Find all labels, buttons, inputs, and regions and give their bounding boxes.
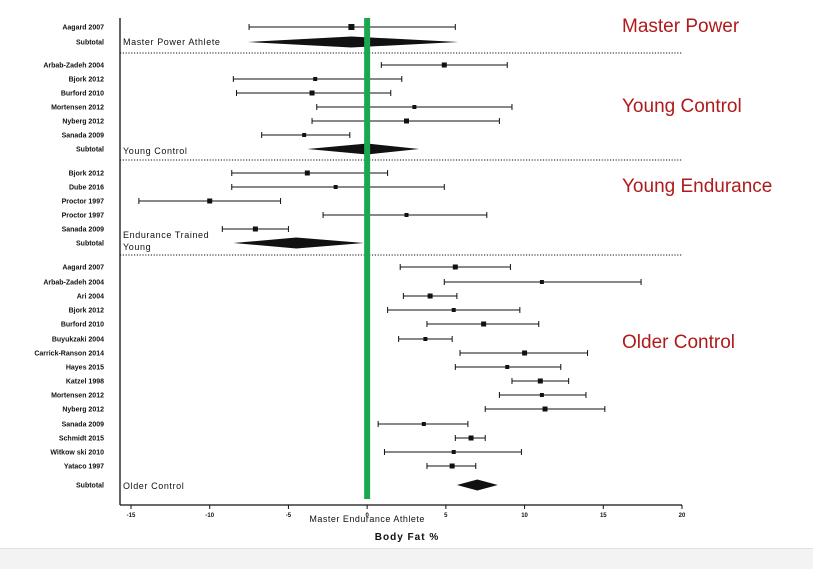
study-label: Sanada 2009 — [62, 133, 105, 140]
study-point — [313, 77, 318, 81]
study-label: Ari 2004 — [77, 294, 104, 301]
study-point — [468, 435, 474, 441]
study-label: Nyberg 2012 — [62, 119, 104, 126]
bottom-strip — [0, 548, 813, 569]
subtotal-label: Subtotal — [76, 483, 104, 490]
study-point — [539, 280, 544, 284]
study-label: Arbab-Zadeh 2004 — [43, 63, 104, 70]
x-tick-label: 20 — [679, 513, 686, 519]
study-label: Burford 2010 — [61, 91, 104, 98]
x-center-label: Master Endurance Athlete — [309, 514, 425, 524]
reference-line — [364, 18, 371, 499]
x-axis-title: Body Fat % — [375, 532, 439, 543]
study-label: Yataco 1997 — [64, 464, 104, 471]
forest-plot-svg: -15 -10 -5 0 5 10 15 20 Master Power Aagard 2007 S… — [34, 16, 772, 543]
study-label: Sanada 2009 — [62, 227, 105, 234]
study-point — [304, 170, 310, 176]
study-point — [207, 198, 213, 204]
subtotal-text: Master Power Athlete — [123, 37, 221, 47]
x-tick-label: 10 — [521, 513, 528, 519]
study-label: Proctor 1997 — [62, 199, 105, 206]
study-label: Katzel 1998 — [66, 379, 104, 386]
x-tick-label: -5 — [286, 513, 292, 519]
group-label: Older Control — [622, 332, 735, 353]
subtotal-diamond — [233, 237, 364, 249]
x-tick-label: 5 — [444, 513, 448, 519]
subtotal-text: Endurance Trained Young — [123, 230, 209, 252]
study-label: Proctor 1997 — [62, 213, 105, 220]
study-point — [427, 293, 433, 299]
study-label: Nyberg 2012 — [62, 407, 104, 414]
study-point — [404, 213, 409, 217]
x-tick-label: -10 — [205, 513, 214, 519]
study-point — [522, 350, 528, 356]
study-point — [451, 450, 456, 454]
subtotal-diamond — [307, 143, 420, 155]
subtotal-diamond — [247, 36, 459, 48]
study-point — [449, 463, 455, 469]
study-label: Sanada 2009 — [62, 422, 105, 429]
study-point — [539, 393, 544, 397]
study-label: Bjork 2012 — [69, 171, 105, 178]
study-label: Schmidt 2015 — [59, 436, 104, 443]
subtotal-text-line: Endurance Trained — [123, 230, 209, 240]
subtotal-text-line: Young — [123, 242, 151, 252]
study-point — [542, 406, 548, 412]
study-point — [412, 105, 417, 109]
subtotal-diamond — [456, 479, 498, 491]
study-label: Aagard 2007 — [62, 25, 104, 32]
study-point — [537, 378, 543, 384]
study-label: Burford 2010 — [61, 322, 104, 329]
forest-plot: -15 -10 -5 0 5 10 15 20 Master Power Aagard 2007 S… — [34, 16, 772, 543]
x-tick-label: 0 — [365, 513, 369, 519]
study-label: Dube 2016 — [69, 185, 104, 192]
study-label: Mortensen 2012 — [51, 393, 104, 400]
group-label: Master Power — [622, 16, 740, 37]
study-label: Bjork 2012 — [69, 77, 105, 84]
x-tick-label: 15 — [600, 513, 607, 519]
subtotal-text: Young Control — [123, 146, 188, 156]
study-point — [421, 422, 426, 426]
study-label: Mortensen 2012 — [51, 105, 104, 112]
study-label: Witkow ski 2010 — [50, 450, 104, 457]
study-point — [348, 24, 355, 30]
x-tick-label: -15 — [127, 513, 136, 519]
group-label: Young Endurance — [622, 176, 772, 197]
study-label: Arbab-Zadeh 2004 — [43, 280, 104, 287]
study-label: Hayes 2015 — [66, 365, 104, 372]
study-point — [441, 62, 447, 68]
study-point — [333, 185, 338, 189]
study-point — [452, 264, 458, 270]
study-label: Bjork 2012 — [69, 308, 105, 315]
study-label: Carrick-Ranson 2014 — [34, 351, 104, 358]
study-point — [302, 133, 307, 137]
study-point — [252, 226, 258, 232]
study-label: Aagard 2007 — [62, 265, 104, 272]
study-point — [423, 337, 428, 341]
study-label: Buyukzaki 2004 — [52, 337, 104, 344]
study-point — [451, 308, 456, 312]
study-point — [309, 90, 315, 96]
study-point — [481, 321, 487, 327]
study-point — [404, 118, 409, 124]
study-point — [505, 365, 510, 369]
subtotal-text: Older Control — [123, 481, 184, 491]
subtotal-label: Subtotal — [76, 40, 104, 47]
subtotal-label: Subtotal — [76, 147, 104, 154]
subtotal-label: Subtotal — [76, 241, 104, 248]
group-label: Young Control — [622, 96, 742, 117]
